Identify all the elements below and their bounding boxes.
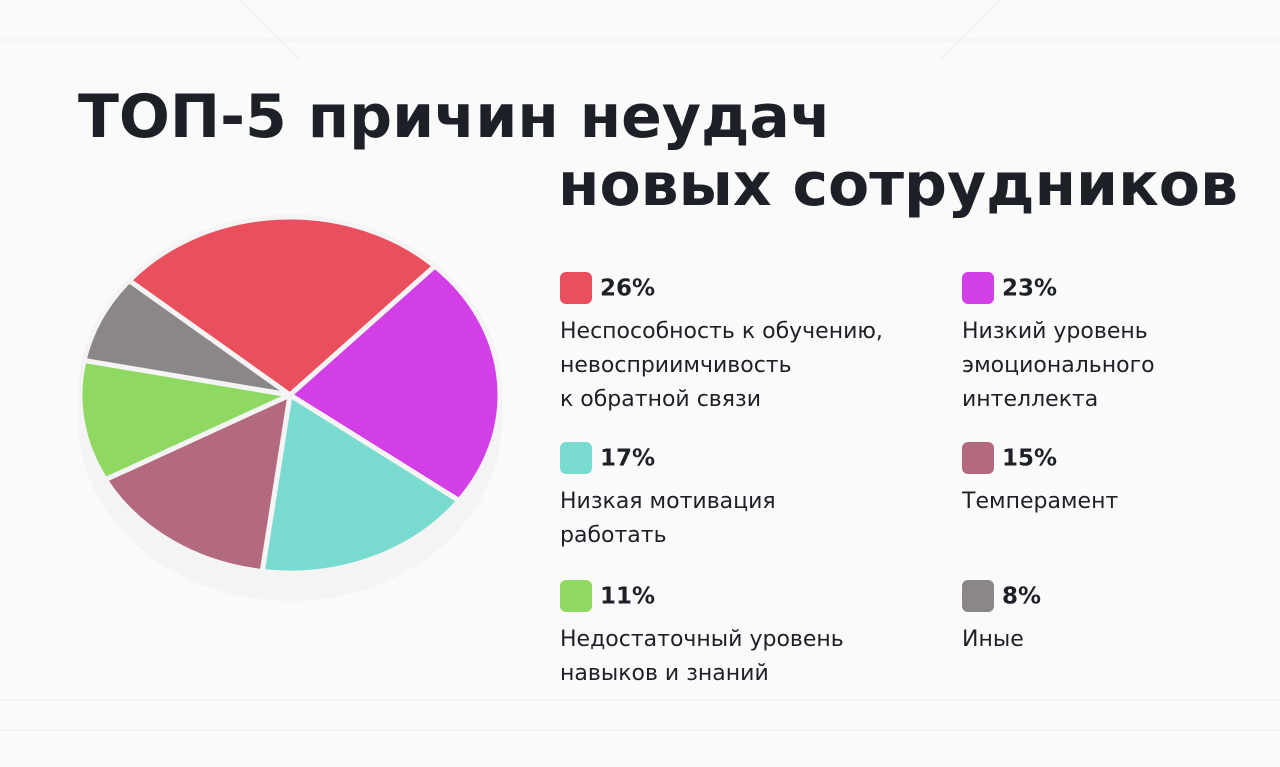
background-grid <box>0 0 1280 731</box>
legend-swatch <box>560 580 592 612</box>
slice <box>126 214 438 398</box>
legend-swatch <box>560 272 592 304</box>
slice <box>259 392 462 576</box>
value-label: 8% <box>1002 584 1041 610</box>
legend-swatch <box>962 272 994 304</box>
legend-label: Недостаточный уровень навыков и знаний <box>560 627 844 686</box>
legend-label: Низкая мотивация работать <box>560 489 776 548</box>
value-label: 26% <box>600 276 655 302</box>
slice <box>77 357 293 483</box>
legend-label: Низкий уровень эмоционального интеллекта <box>962 319 1155 412</box>
chart-title: ТОП-5 причин неудач новых сотрудников <box>78 82 1238 220</box>
value-label: 23% <box>1002 276 1057 302</box>
legend-swatch <box>962 442 994 474</box>
slice <box>102 392 293 574</box>
value-label: 17% <box>600 446 655 472</box>
legend-label: Иные <box>962 627 1024 652</box>
slice <box>287 263 503 504</box>
legend-swatch <box>560 442 592 474</box>
legend-label: Неспособность к обучению, невосприимчивос… <box>560 319 883 412</box>
legend-label: Темперамент <box>961 489 1118 514</box>
value-label: 11% <box>600 584 655 610</box>
slice <box>81 278 293 398</box>
legend-swatch <box>962 580 994 612</box>
value-label: 15% <box>1002 446 1057 472</box>
